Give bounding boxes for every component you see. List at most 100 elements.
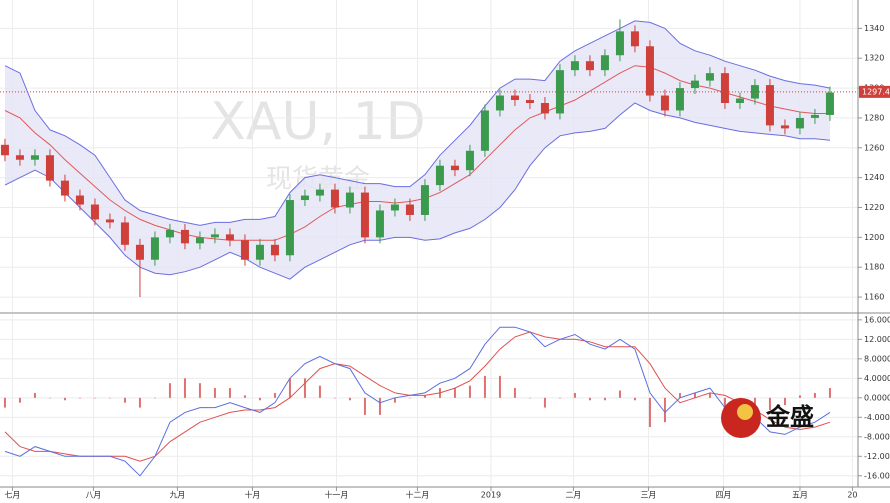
y-tick-label: 1220	[864, 203, 884, 212]
y-tick-label: -8.0000	[864, 432, 890, 441]
histogram-bar	[648, 397, 651, 428]
histogram-bar	[48, 397, 51, 399]
x-tick-label: 八月	[85, 491, 101, 500]
candle-body	[45, 155, 54, 181]
dea-line	[4, 331, 831, 462]
candle-body	[465, 150, 474, 171]
y-tick-label: -16.0000	[864, 471, 890, 480]
x-tick-label: 2019	[481, 491, 501, 500]
x-tick-label: 十一月	[324, 490, 348, 500]
histogram-bar	[378, 397, 381, 415]
candle-body	[510, 95, 519, 101]
histogram-bar	[18, 397, 21, 403]
histogram-bar	[408, 397, 411, 399]
candle-body	[60, 180, 69, 196]
histogram-bar	[363, 397, 366, 415]
histogram-bar	[333, 397, 336, 399]
candle-body	[570, 61, 579, 71]
histogram-bar	[3, 397, 6, 408]
histogram-bar	[303, 378, 306, 398]
band-fill	[5, 20, 830, 280]
histogram-bar	[243, 395, 246, 398]
candle-body	[495, 95, 504, 111]
candle-body	[165, 229, 174, 238]
histogram-bar	[753, 397, 756, 406]
histogram-bar	[393, 397, 396, 403]
histogram-bar	[33, 392, 36, 398]
x-tick-label: 十月	[244, 490, 260, 500]
candle-body	[330, 189, 339, 208]
histogram-bar	[813, 392, 816, 398]
histogram-bar	[708, 392, 711, 398]
candle-body	[255, 244, 264, 260]
histogram-bar	[543, 397, 546, 408]
candle-body	[450, 165, 459, 171]
band-lower	[4, 102, 831, 280]
candle-body	[540, 103, 549, 114]
candle-body	[300, 195, 309, 201]
candle-body	[135, 244, 144, 260]
histogram-bar	[93, 397, 96, 399]
histogram-bar	[138, 397, 141, 408]
histogram-bar	[348, 397, 351, 401]
x-tick-label: 七月	[4, 491, 20, 500]
histogram-bar	[183, 378, 186, 398]
last-price-label: 1297.47	[862, 87, 890, 96]
histogram-bar	[228, 388, 231, 398]
y-tick-label: 1160	[864, 293, 884, 302]
histogram-bar	[108, 397, 111, 399]
x-tick-label: 二月	[565, 491, 581, 500]
logo-coin	[737, 404, 753, 420]
candle-body	[780, 125, 789, 129]
candle-body	[105, 219, 114, 223]
histogram-bar	[498, 375, 501, 398]
candle-body	[435, 165, 444, 186]
logo: 金盛	[721, 398, 814, 438]
y-tick-label: 12.0000	[864, 335, 890, 344]
candle-body	[90, 204, 99, 220]
x-tick-label: 20	[847, 491, 857, 500]
histogram-bar	[63, 397, 66, 401]
dif-line	[4, 326, 831, 477]
histogram-bar	[288, 378, 291, 398]
histogram-bar	[588, 397, 591, 401]
candle-body	[285, 200, 294, 256]
histogram-bar	[768, 397, 771, 411]
y-tick-label: 1320	[864, 54, 884, 63]
last-price-box	[859, 85, 890, 98]
x-tick-label: 三月	[640, 491, 656, 500]
histogram-bar	[468, 385, 471, 398]
histogram-bar	[633, 397, 636, 401]
candle-body	[120, 222, 129, 245]
candle-body	[150, 237, 159, 260]
histogram-bar	[723, 397, 726, 411]
y-tick-label: 1340	[864, 24, 884, 33]
histogram-bar	[558, 397, 561, 399]
candle-body	[375, 210, 384, 238]
candle-body	[585, 61, 594, 71]
y-tick-label: -4.0000	[864, 413, 890, 422]
candle-body	[240, 240, 249, 260]
candle-body	[480, 110, 489, 151]
y-tick-label: -12.0000	[864, 452, 890, 461]
histogram-bar	[828, 388, 831, 398]
histogram-bar	[123, 397, 126, 403]
band-upper	[4, 20, 831, 226]
histogram-bar	[153, 397, 156, 399]
y-tick-label: 1280	[864, 113, 884, 122]
candle-body	[825, 92, 834, 115]
candle-body	[315, 189, 324, 196]
histogram-bar	[318, 385, 321, 398]
histogram-bar	[693, 392, 696, 398]
candle-body	[30, 155, 39, 160]
candle-body	[690, 80, 699, 89]
histogram-bar	[258, 397, 261, 401]
candle-body	[720, 73, 729, 104]
candle-body	[75, 195, 84, 205]
histogram-bar	[513, 388, 516, 398]
candle-body	[15, 155, 24, 160]
y-tick-label: 1260	[864, 143, 884, 152]
candle-body	[735, 98, 744, 104]
candle-body	[390, 204, 399, 211]
